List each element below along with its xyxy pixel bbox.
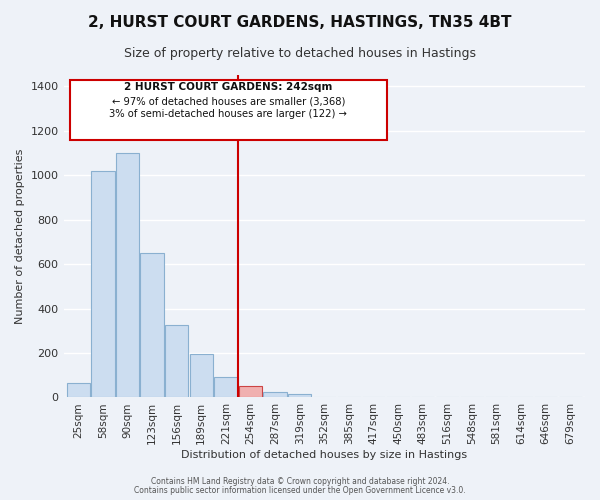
Bar xyxy=(140,253,164,398)
Bar xyxy=(214,378,238,398)
Bar xyxy=(239,386,262,398)
Bar xyxy=(288,394,311,398)
Text: Size of property relative to detached houses in Hastings: Size of property relative to detached ho… xyxy=(124,48,476,60)
X-axis label: Distribution of detached houses by size in Hastings: Distribution of detached houses by size … xyxy=(181,450,467,460)
Bar xyxy=(67,383,90,398)
Y-axis label: Number of detached properties: Number of detached properties xyxy=(15,148,25,324)
Text: Contains public sector information licensed under the Open Government Licence v3: Contains public sector information licen… xyxy=(134,486,466,495)
Text: 3% of semi-detached houses are larger (122) →: 3% of semi-detached houses are larger (1… xyxy=(109,108,347,118)
Bar xyxy=(263,392,287,398)
Text: ← 97% of detached houses are smaller (3,368): ← 97% of detached houses are smaller (3,… xyxy=(112,96,345,106)
Bar xyxy=(165,325,188,398)
Text: Contains HM Land Registry data © Crown copyright and database right 2024.: Contains HM Land Registry data © Crown c… xyxy=(151,477,449,486)
Bar xyxy=(91,170,115,398)
Text: 2 HURST COURT GARDENS: 242sqm: 2 HURST COURT GARDENS: 242sqm xyxy=(124,82,332,92)
Bar xyxy=(116,153,139,398)
Text: 2, HURST COURT GARDENS, HASTINGS, TN35 4BT: 2, HURST COURT GARDENS, HASTINGS, TN35 4… xyxy=(88,15,512,30)
Bar xyxy=(190,354,213,398)
